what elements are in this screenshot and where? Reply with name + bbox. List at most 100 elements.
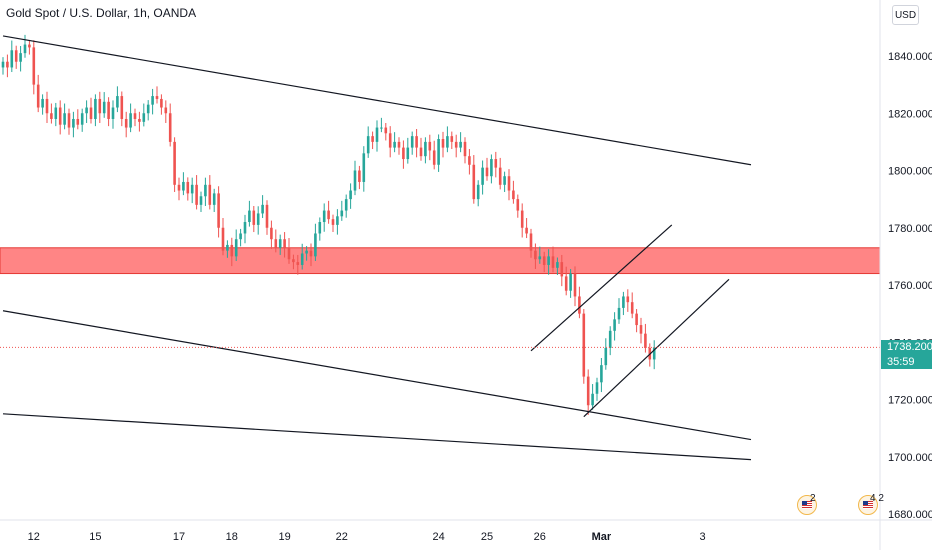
candle-body — [116, 96, 119, 108]
candle-body — [630, 302, 634, 314]
candle-body — [393, 141, 396, 148]
time-tick-label: 24 — [432, 531, 444, 543]
candle — [485, 157, 489, 181]
candle-body — [243, 222, 247, 234]
candle-body — [340, 210, 344, 217]
candle-body — [278, 239, 282, 248]
candle — [94, 94, 97, 127]
candle-body — [186, 181, 190, 194]
candle — [652, 340, 656, 370]
price-tick-label: 1760.000 — [888, 280, 932, 292]
candle-body — [173, 141, 176, 185]
candle-body — [28, 44, 31, 48]
time-tick-label: 18 — [226, 531, 238, 543]
time-tick-label: 17 — [173, 531, 185, 543]
candle-body — [309, 250, 313, 257]
candle — [353, 160, 357, 196]
candle — [14, 45, 18, 69]
candle-body — [586, 376, 590, 406]
candle-body — [129, 113, 132, 128]
candle — [437, 134, 440, 172]
candle-body — [94, 98, 97, 119]
candle-body — [199, 196, 203, 205]
candle-body — [349, 190, 352, 200]
candle-body — [63, 113, 66, 125]
candle-body — [626, 296, 630, 303]
candle-body — [318, 222, 322, 234]
candle-body — [283, 239, 286, 248]
candle — [155, 86, 159, 104]
candle — [204, 177, 207, 206]
economic-event-icon[interactable] — [858, 495, 878, 515]
candle-body — [644, 333, 647, 348]
candle — [344, 194, 348, 218]
candle — [600, 357, 603, 393]
candle-body — [296, 262, 300, 265]
candle — [287, 238, 291, 264]
candle-body — [261, 204, 264, 214]
candle-body — [32, 47, 36, 85]
candle — [6, 54, 9, 78]
candle — [54, 102, 58, 127]
candle-body — [617, 307, 621, 320]
candle-body — [160, 98, 163, 108]
price-axis: 1680.0001700.0001720.0001740.0001760.000… — [888, 51, 932, 521]
candle — [384, 122, 388, 141]
candle — [309, 243, 313, 267]
candle-body — [520, 210, 524, 228]
candles — [1, 34, 656, 415]
candle-body — [415, 136, 418, 148]
candle — [630, 292, 634, 319]
time-tick-label: 25 — [481, 531, 493, 543]
candle-body — [58, 107, 62, 125]
candle — [199, 191, 203, 213]
candle — [36, 74, 40, 113]
candle — [292, 254, 295, 270]
candle — [402, 140, 405, 169]
candle — [234, 229, 238, 261]
candle — [371, 131, 374, 150]
candle — [67, 108, 71, 135]
trendline — [2, 413, 752, 461]
time-tick-label: 3 — [700, 531, 706, 543]
candle — [450, 131, 454, 150]
candle — [564, 266, 568, 296]
candle — [80, 108, 84, 132]
candle-body — [600, 365, 603, 383]
candle-body — [578, 296, 581, 314]
candle-body — [142, 113, 146, 122]
candle — [494, 151, 498, 178]
candle — [560, 254, 564, 287]
candle — [516, 194, 520, 218]
trendlines — [2, 35, 752, 461]
currency-button[interactable]: USD — [892, 5, 919, 25]
candle — [239, 228, 242, 247]
candle-body — [322, 210, 326, 223]
candle-body — [353, 170, 357, 191]
candle — [261, 195, 264, 219]
candle — [512, 180, 515, 204]
price-tick-label: 1800.000 — [888, 166, 932, 178]
candle — [221, 218, 225, 256]
candle — [322, 203, 326, 232]
candle-body — [217, 193, 220, 228]
candle — [591, 384, 594, 410]
candle-body — [468, 156, 471, 165]
event-count: 2 — [810, 493, 816, 504]
candle-body — [371, 136, 374, 142]
candle-body — [551, 256, 555, 268]
candle — [58, 100, 62, 135]
economic-event-icon[interactable] — [797, 495, 817, 515]
candle — [498, 157, 502, 190]
candle — [177, 177, 181, 201]
candle — [98, 91, 102, 123]
candle-body — [397, 141, 401, 148]
candle — [19, 45, 22, 72]
symbol-title[interactable]: Gold Spot / U.S. Dollar, 1h, OANDA — [6, 6, 197, 20]
candle-body — [212, 193, 216, 205]
candle — [256, 206, 260, 235]
candle-body — [564, 276, 568, 291]
candle — [608, 326, 612, 356]
